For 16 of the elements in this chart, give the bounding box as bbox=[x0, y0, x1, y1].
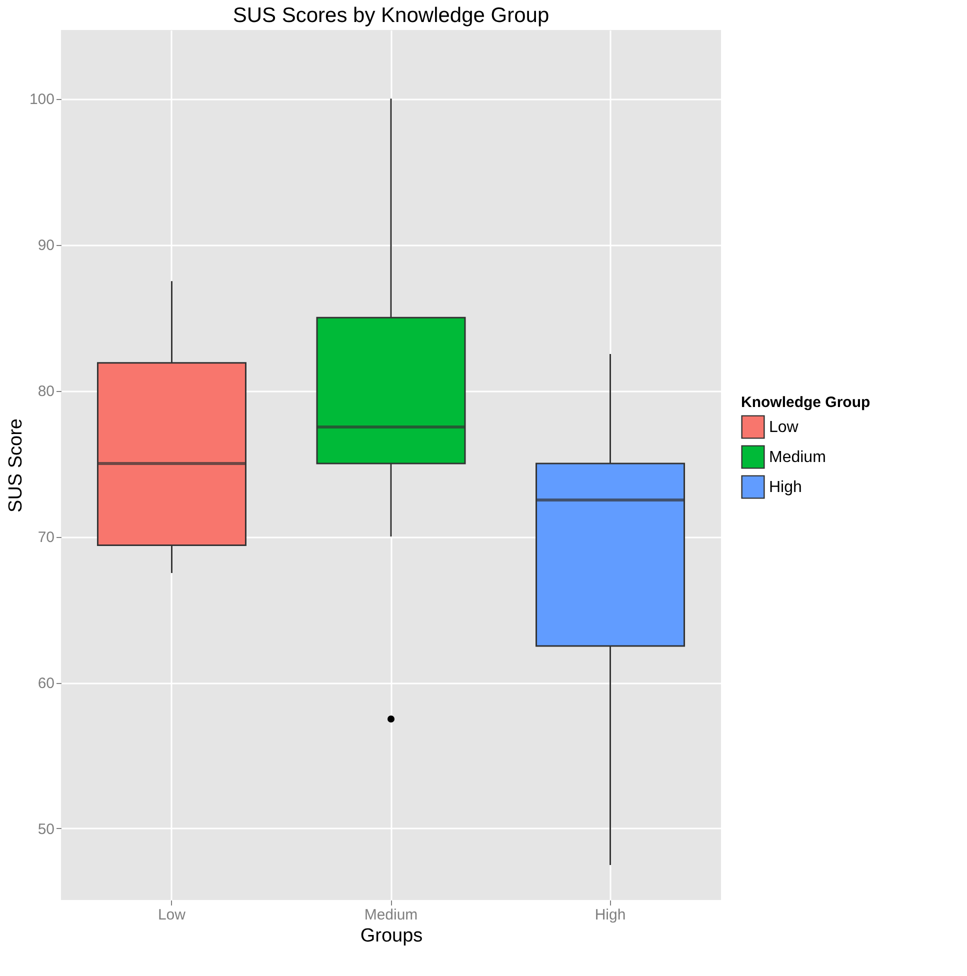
y-tick-label: 100 bbox=[29, 91, 54, 108]
y-tick-label: 70 bbox=[38, 529, 54, 546]
legend-label: High bbox=[769, 479, 802, 496]
y-axis-title: SUS Score bbox=[5, 418, 26, 512]
y-tick-label: 50 bbox=[38, 820, 54, 838]
legend-label: Low bbox=[769, 419, 799, 436]
x-tick-label: High bbox=[594, 906, 626, 924]
chart-title: SUS Scores by Knowledge Group bbox=[232, 4, 550, 27]
x-axis-title: Groups bbox=[360, 926, 423, 946]
y-tick-label: 60 bbox=[38, 675, 54, 692]
y-tick-label: 90 bbox=[38, 237, 54, 254]
y-tick-label: 80 bbox=[38, 383, 54, 400]
legend-label: Medium bbox=[769, 449, 826, 466]
x-tick-label: Low bbox=[158, 906, 186, 924]
legend-title: Knowledge Group bbox=[741, 394, 870, 411]
x-tick-label: Medium bbox=[364, 906, 418, 924]
